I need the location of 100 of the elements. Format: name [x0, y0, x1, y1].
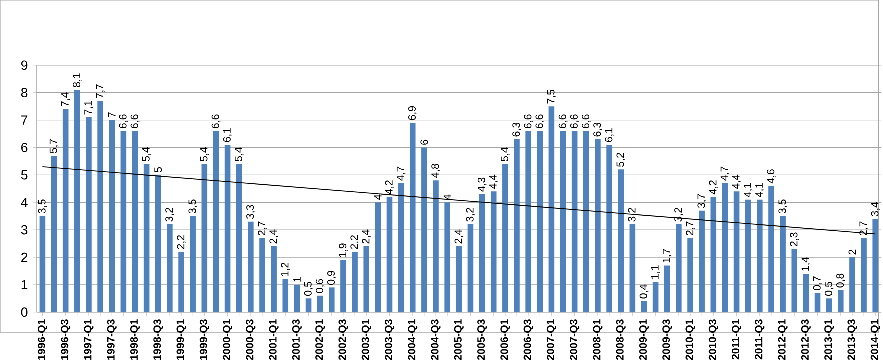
data-label: 1,9	[339, 244, 348, 258]
x-tick-label: 2008-Q3	[616, 320, 626, 360]
x-tick-label: 1999-Q1	[176, 319, 186, 360]
bar	[202, 164, 208, 312]
bar	[329, 288, 335, 312]
x-tick-label: 2005-Q3	[478, 320, 488, 360]
bar	[178, 252, 184, 312]
bar	[641, 301, 648, 312]
bar	[572, 131, 578, 312]
bar	[340, 260, 346, 312]
data-label: 5	[154, 167, 162, 172]
data-label: 4	[374, 194, 382, 200]
x-tick-label: 2012-Q1	[778, 319, 788, 360]
x-tick-label: 2013-Q3	[848, 320, 858, 360]
bar	[51, 156, 58, 312]
bar	[676, 224, 682, 312]
x-tick-label: 2006-Q3	[524, 320, 534, 360]
bar	[98, 100, 104, 312]
bar	[40, 216, 46, 312]
data-label: 7,1	[84, 100, 94, 115]
bar	[236, 164, 242, 312]
bar	[155, 175, 162, 312]
data-label: 2,3	[790, 232, 800, 246]
x-tick-label: 2001-Q1	[269, 319, 279, 360]
bar	[444, 202, 450, 312]
x-tick-label: 2003-Q1	[362, 319, 372, 360]
bar	[260, 238, 266, 312]
bar	[271, 246, 277, 312]
bar	[120, 131, 127, 312]
data-label: 4,7	[720, 166, 730, 181]
data-label: 4,2	[709, 180, 718, 194]
data-label: 6,6	[524, 114, 533, 128]
bar	[699, 210, 705, 312]
data-label: 2,7	[860, 222, 868, 236]
data-label: 6,6	[570, 114, 580, 128]
bar	[167, 224, 173, 312]
x-tick-label: 1999-Q3	[200, 320, 210, 360]
data-label: 4,2	[385, 180, 394, 194]
data-label: 6,3	[512, 122, 522, 137]
y-tick-label: 9	[21, 60, 28, 70]
data-label: 2	[848, 250, 856, 255]
bar	[618, 170, 624, 312]
data-label: 6,6	[558, 114, 568, 128]
bar	[803, 274, 810, 312]
y-tick-label: 3	[21, 225, 28, 235]
bar	[537, 131, 544, 312]
data-label: 4	[444, 194, 452, 200]
x-tick-label: 1998-Q1	[130, 319, 140, 360]
data-label: 0,5	[824, 282, 834, 296]
data-label: 5,4	[200, 147, 209, 162]
bar	[410, 122, 416, 312]
data-label: 2,7	[686, 222, 695, 236]
bar	[526, 131, 532, 312]
y-tick-label: 6	[22, 142, 28, 152]
data-label: 3,2	[166, 208, 174, 222]
x-tick-label: 2014-Q1	[870, 319, 880, 360]
bar	[664, 266, 670, 312]
data-label: 6,6	[212, 114, 221, 128]
data-label: 2,4	[362, 230, 371, 244]
data-label: 5,2	[616, 153, 626, 167]
bar	[490, 192, 497, 312]
x-tick-label: 2007-Q1	[546, 319, 556, 360]
data-label: 4,8	[432, 164, 440, 178]
bar	[224, 144, 231, 312]
y-tick-label: 4	[21, 198, 28, 208]
bar	[688, 238, 694, 312]
bar	[306, 298, 312, 312]
bar	[814, 293, 821, 312]
y-tick-label: 2	[22, 252, 28, 262]
data-label: 7,7	[96, 84, 105, 98]
x-tick-label: 2001-Q3	[292, 320, 302, 360]
bar	[768, 186, 774, 312]
data-label: 0,4	[640, 284, 649, 299]
data-label: 6	[420, 140, 428, 145]
bar	[734, 192, 740, 312]
x-tick-label: 2009-Q1	[639, 319, 649, 360]
y-tick-label: 5	[21, 170, 28, 180]
data-label: 4,4	[732, 174, 742, 189]
data-label: 6,6	[582, 114, 591, 128]
bar	[502, 164, 508, 312]
x-tick-label: 2002-Q1	[316, 319, 326, 360]
data-label: 3,4	[871, 202, 880, 216]
bar	[386, 196, 393, 312]
bar	[190, 216, 196, 312]
data-label: 0,8	[836, 274, 846, 288]
data-label: 1,4	[802, 257, 811, 271]
data-label: 1,1	[651, 266, 660, 279]
bar	[364, 246, 370, 312]
bar	[352, 252, 358, 312]
bar	[132, 131, 138, 312]
data-label: 4,6	[767, 169, 776, 184]
x-tick-label: 1997-Q1	[84, 319, 94, 360]
bar	[398, 183, 404, 312]
y-tick-label: 7	[22, 116, 28, 125]
bar	[652, 282, 659, 312]
data-label: 0,5	[304, 282, 314, 296]
bar	[872, 218, 878, 312]
data-label: 5,4	[501, 147, 510, 162]
bar	[213, 131, 220, 312]
bar	[838, 290, 844, 312]
